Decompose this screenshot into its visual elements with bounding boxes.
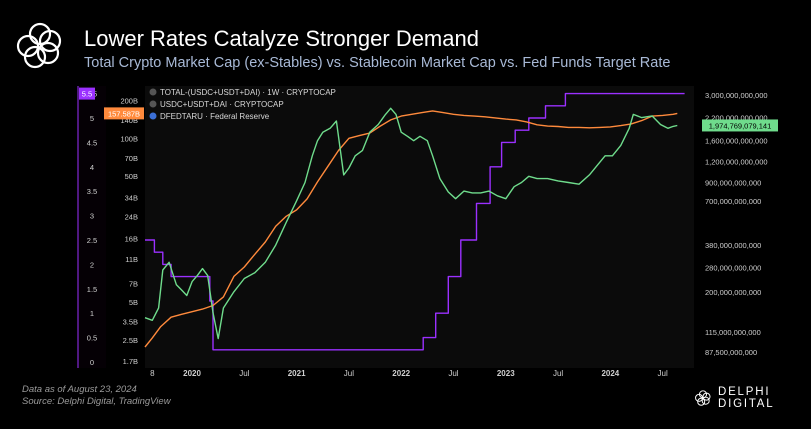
- stable-tick-label: 5B: [129, 298, 138, 307]
- total-market-cap-line: [144, 107, 678, 340]
- rate-tick-label: 4.5: [87, 138, 97, 147]
- stablecoin-market-cap-line: [144, 110, 678, 348]
- rate-tick-label: 4: [90, 163, 94, 172]
- rate-tick-label: 0: [90, 358, 94, 367]
- x-tick-label: Jul: [553, 369, 563, 378]
- x-tick-label: 2022: [392, 369, 410, 378]
- x-tick-label: 2023: [497, 369, 515, 378]
- x-tick-label: Jul: [658, 369, 668, 378]
- right-tick-label: 700,000,000,000: [705, 197, 761, 206]
- right-tick-label: 900,000,000,000: [705, 179, 761, 188]
- right-tick-label: 2,200,000,000,000: [705, 114, 768, 123]
- stable-tick-label: 11B: [125, 255, 138, 264]
- legend-fed: DFEDTARU · Federal Reserve: [160, 112, 270, 121]
- x-tick-label: 2020: [183, 369, 201, 378]
- delphi-knot-icon: [695, 390, 711, 406]
- left-axis-panel: [77, 86, 106, 368]
- delphi-logo-icon: [16, 22, 62, 69]
- right-tick-label: 200,000,000,000: [705, 288, 761, 297]
- fed-last-value-text: 5.5: [82, 90, 92, 99]
- fed-last-value-badge: [79, 87, 95, 100]
- rate-tick-label: 0.5: [87, 334, 97, 343]
- right-tick-label: 1,600,000,000,000: [705, 137, 768, 146]
- rate-tick-label: 3.5: [87, 187, 97, 196]
- total-last-value-badge: [702, 119, 778, 132]
- stable-tick-label: 100B: [120, 134, 138, 143]
- stable-tick-label: 7B: [129, 280, 138, 289]
- legend-flag-fed-icon: [149, 112, 157, 120]
- stable-tick-label: 2.5B: [123, 336, 138, 345]
- rate-tick-label: 2.5: [87, 236, 97, 245]
- rate-tick-label: 3: [90, 212, 94, 221]
- stable-last-value-badge: [104, 107, 144, 120]
- page-subtitle: Total Crypto Market Cap (ex-Stables) vs.…: [84, 55, 671, 71]
- total-last-value-text: 1,974,769,079,141: [709, 121, 772, 130]
- x-tick-label: Jul: [448, 369, 458, 378]
- brand-name: DELPHI DIGITAL: [717, 386, 775, 410]
- stable-tick-label: 24B: [125, 212, 138, 221]
- right-tick-label: 1,200,000,000,000: [705, 158, 768, 167]
- legend-stable: USDC+USDT+DAI · CRYPTOCAP: [160, 100, 284, 109]
- footer-notes: Data as of August 23, 2024 Source: Delph…: [22, 384, 171, 408]
- stable-tick-label: 140B: [120, 116, 138, 125]
- rate-tick-label: 2: [90, 260, 94, 269]
- x-tick-label: 2024: [601, 369, 619, 378]
- stable-tick-label: 50B: [125, 172, 138, 181]
- plot-background: [145, 86, 694, 368]
- stable-tick-label: 3.5B: [123, 318, 138, 327]
- source-note: Source: Delphi Digital, TradingView: [22, 396, 171, 407]
- stable-tick-label: 1.7B: [123, 357, 138, 366]
- data-date-note: Data as of August 23, 2024: [22, 384, 137, 395]
- right-tick-label: 380,000,000,000: [705, 241, 761, 250]
- legend-dot-stable: [149, 100, 157, 108]
- right-tick-label: 87,500,000,000: [705, 348, 757, 357]
- right-tick-label: 115,000,000,000: [705, 328, 761, 337]
- legend-total: TOTAL-(USDC+USDT+DAI) · 1W · CRYPTOCAP: [160, 88, 336, 97]
- market-cap-chart: 8 2020 Jul 2021 Jul 2022 Jul 2023 Jul 2024 Jul 87,5…: [77, 86, 778, 378]
- x-tick-label: Jul: [344, 369, 354, 378]
- rate-axis-panel: [78, 86, 106, 368]
- stable-tick-label: 70B: [125, 154, 138, 163]
- stable-tick-label: 16B: [125, 235, 138, 244]
- right-tick-label: 280,000,000,000: [705, 263, 761, 272]
- rate-tick-label: 1: [90, 309, 94, 318]
- brand-mark: DELPHI DIGITAL: [694, 386, 811, 410]
- rate-tick-label: 1.5: [87, 285, 97, 294]
- stable-tick-label: 34B: [125, 193, 138, 202]
- right-tick-label: 3,000,000,000,000: [705, 91, 768, 100]
- x-tick-label: 2021: [288, 369, 306, 378]
- legend-dot-total: [149, 88, 157, 96]
- page-title: Lower Rates Catalyze Stronger Demand: [84, 26, 479, 51]
- stable-tick-label: 200B: [120, 96, 138, 105]
- x-tick-label: 8: [150, 369, 155, 378]
- stable-last-value-text: 157.587B: [108, 109, 140, 118]
- x-tick-label: Jul: [239, 369, 249, 378]
- rate-tick-label: 5: [90, 114, 94, 123]
